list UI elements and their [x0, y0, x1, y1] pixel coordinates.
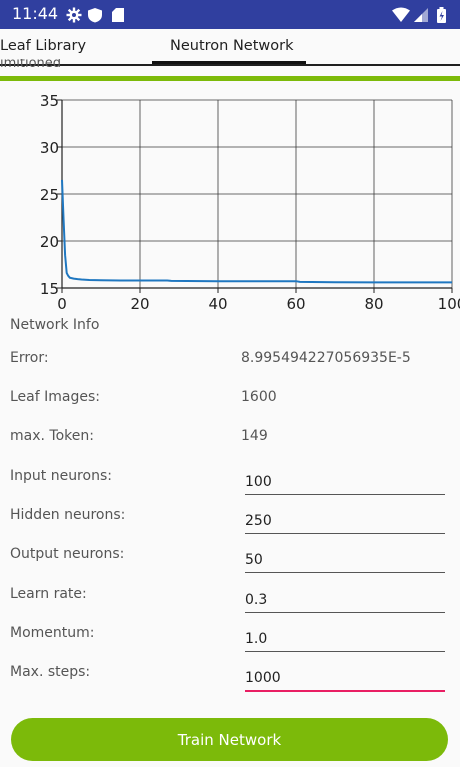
max-steps-label: Max. steps: — [10, 664, 91, 680]
x-tick-labels: 0 20 40 60 80 100 — [57, 295, 460, 313]
momentum-label: Momentum: — [10, 625, 95, 641]
chart-grid — [57, 99, 453, 293]
max-token-value: 149 — [241, 428, 268, 444]
hidden-neurons-field[interactable] — [245, 511, 445, 534]
error-value: 8.995494227056935E-5 — [241, 350, 411, 366]
progress-bar — [0, 76, 460, 81]
y-tick-labels: 15 20 25 30 35 — [40, 92, 59, 298]
tab-indicator — [152, 61, 306, 64]
y-tick-label: 15 — [40, 280, 59, 298]
leaf-images-value: 1600 — [241, 389, 277, 405]
shield-icon — [88, 8, 102, 23]
x-tick-label: 20 — [130, 295, 149, 313]
hidden-neurons-label: Hidden neurons: — [10, 507, 126, 523]
input-neurons-label: Input neurons: — [10, 468, 112, 484]
max-token-label: max. Token: — [10, 428, 94, 444]
y-tick-label: 20 — [40, 233, 59, 251]
y-tick-label: 35 — [40, 92, 59, 110]
gear-icon — [66, 7, 82, 23]
status-bar: 11:44 — [0, 0, 460, 29]
input-neurons-field[interactable] — [245, 472, 445, 495]
output-neurons-field[interactable] — [245, 550, 445, 573]
clipped-text: imitioned — [0, 59, 62, 68]
y-tick-label: 30 — [40, 139, 59, 157]
output-neurons-label: Output neurons: — [10, 546, 125, 562]
battery-icon — [437, 7, 446, 23]
network-info-heading: Network Info — [10, 317, 100, 333]
x-tick-label: 100 — [438, 295, 460, 313]
y-tick-label: 25 — [40, 186, 59, 204]
max-steps-field[interactable] — [245, 668, 445, 692]
train-network-button[interactable]: Train Network — [11, 718, 448, 761]
x-tick-label: 0 — [57, 295, 67, 313]
tab-bar: Leaf Library Neutron Network — [0, 29, 460, 66]
status-time: 11:44 — [12, 4, 59, 23]
error-series-line — [61, 179, 452, 284]
status-icons-right — [392, 7, 450, 27]
momentum-field[interactable] — [245, 629, 445, 652]
wifi-icon — [392, 7, 410, 22]
tab-neutron-network[interactable]: Neutron Network — [170, 38, 294, 54]
leaf-images-label: Leaf Images: — [10, 389, 100, 405]
x-tick-label: 60 — [286, 295, 305, 313]
sd-card-icon — [112, 8, 124, 22]
x-tick-label: 40 — [208, 295, 227, 313]
learn-rate-label: Learn rate: — [10, 586, 87, 602]
error-chart: 15 20 25 30 35 0 20 40 60 80 100 — [40, 92, 460, 313]
learn-rate-field[interactable] — [245, 590, 445, 613]
error-label: Error: — [10, 350, 49, 366]
status-icons-left — [66, 7, 126, 27]
x-tick-label: 80 — [364, 295, 383, 313]
tab-leaf-library[interactable]: Leaf Library — [0, 38, 87, 54]
